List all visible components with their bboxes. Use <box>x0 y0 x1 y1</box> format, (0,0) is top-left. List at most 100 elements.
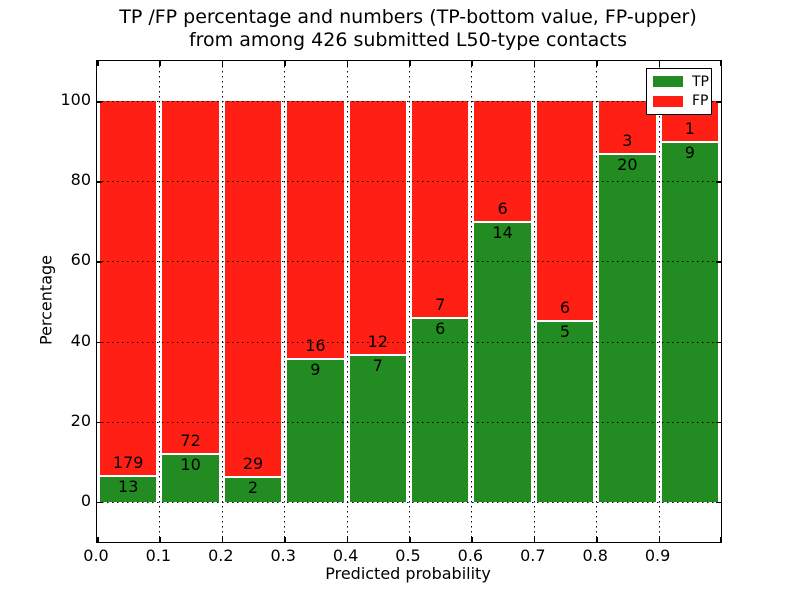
x-gridline <box>596 61 598 542</box>
x-tick-mark <box>471 537 473 542</box>
legend-entry-fp: FP <box>653 94 711 108</box>
fp-count-label: 1 <box>684 119 695 139</box>
fp-count-label: 179 <box>112 452 144 472</box>
x-tick-label: 0.4 <box>332 546 359 565</box>
x-tick-mark-top <box>284 61 286 66</box>
y-tick-mark-right <box>716 261 721 263</box>
y-tick-mark <box>97 421 102 424</box>
bar-segment-tp <box>536 319 594 502</box>
x-tick-mark <box>719 537 721 542</box>
tp-count-label: 10 <box>180 455 201 475</box>
x-tick-mark-top <box>719 61 721 66</box>
x-tick-label: 0.2 <box>208 546 234 565</box>
legend-entry-tp: TP <box>653 75 711 89</box>
tp-count-label: 14 <box>492 223 513 243</box>
bar-segment-tp <box>287 357 344 502</box>
y-tick-label: 100 <box>60 90 91 110</box>
bar-segment-fp <box>349 101 406 355</box>
fp-count-label: 29 <box>242 454 264 474</box>
bar-segment-fp <box>287 101 344 358</box>
bar-segment-tp <box>100 474 157 502</box>
legend: TP FP <box>646 68 712 115</box>
bar-segment-fp <box>474 101 531 222</box>
tp-count-label: 5 <box>559 321 571 341</box>
x-tick-label: 0.0 <box>83 546 109 565</box>
x-tick-mark-top <box>97 61 99 66</box>
tp-count-label: 7 <box>372 356 383 376</box>
y-tick-mark-right <box>716 421 721 424</box>
bar-segment-tp <box>349 354 406 502</box>
tp-count-label: 2 <box>247 478 259 498</box>
bar-segment-fp <box>100 101 157 475</box>
x-tick-mark-top <box>159 61 161 66</box>
x-tick-label: 0.3 <box>270 546 296 565</box>
x-tick-mark-top <box>596 61 598 66</box>
fp-count-label: 7 <box>435 294 446 314</box>
x-tick-label: 0.5 <box>395 546 421 565</box>
tp-count-label: 13 <box>118 476 139 496</box>
x-gridline <box>159 61 161 542</box>
tp-count-label: 9 <box>310 359 321 379</box>
x-tick-mark-top <box>346 61 349 66</box>
tp-count-label: 9 <box>684 143 695 163</box>
tp-count-label: 6 <box>435 318 446 338</box>
x-tick-mark <box>346 537 349 542</box>
fp-count-label: 3 <box>622 131 633 151</box>
y-tick-mark <box>97 261 102 263</box>
y-tick-mark <box>97 501 102 504</box>
x-tick-mark <box>409 537 411 542</box>
legend-tp-label: TP <box>692 73 709 90</box>
chart-title: TP /FP percentage and numbers (TP-bottom… <box>88 6 728 52</box>
legend-tp-swatch <box>653 76 683 88</box>
x-tick-mark <box>596 537 598 542</box>
bar-segment-fp <box>536 101 594 320</box>
x-tick-mark <box>533 537 536 542</box>
fp-count-label: 16 <box>305 335 326 355</box>
x-tick-label: 0.7 <box>520 546 546 565</box>
y-axis-label: Percentage <box>36 254 56 346</box>
chart-title-line1: TP /FP percentage and numbers (TP-bottom… <box>119 6 697 28</box>
fp-count-label: 12 <box>367 332 388 352</box>
bar-segment-tp <box>599 153 656 502</box>
x-tick-label: 0.8 <box>582 546 608 565</box>
x-tick-label: 0.9 <box>644 546 671 565</box>
bar-segment-tp <box>162 453 219 502</box>
x-tick-mark <box>658 537 661 542</box>
x-tick-mark-top <box>221 61 224 66</box>
y-tick-label: 80 <box>70 170 91 190</box>
x-axis-label: Predicted probability <box>325 564 491 583</box>
x-tick-mark-top <box>533 61 536 66</box>
bar-segment-fp <box>224 101 282 477</box>
y-tick-label: 40 <box>70 330 91 350</box>
y-tick-label: 20 <box>70 410 91 430</box>
y-tick-mark <box>97 101 102 103</box>
y-tick-mark-right <box>716 181 721 183</box>
x-tick-label: 0.1 <box>145 546 172 565</box>
x-gridline <box>346 61 348 542</box>
fp-count-label: 6 <box>497 199 508 219</box>
y-tick-label: 0 <box>80 490 91 510</box>
legend-fp-swatch <box>653 95 683 107</box>
legend-fp-label: FP <box>692 93 709 110</box>
x-tick-mark <box>284 537 286 542</box>
x-gridline <box>658 61 660 542</box>
bar-segment-tp <box>661 141 718 502</box>
y-tick-mark-right <box>716 101 721 103</box>
x-tick-label: 0.6 <box>457 546 484 565</box>
x-gridline <box>533 61 535 542</box>
x-tick-mark <box>159 537 161 542</box>
x-gridline <box>409 61 410 542</box>
x-tick-mark-top <box>471 61 473 66</box>
bar-segment-tp <box>412 316 469 502</box>
x-tick-mark-top <box>658 61 661 66</box>
tp-count-label: 20 <box>617 155 638 175</box>
bar-segment-fp <box>162 101 219 454</box>
y-tick-mark-right <box>716 501 721 504</box>
bar-segment-fp <box>412 101 469 317</box>
x-tick-mark <box>97 537 99 542</box>
chart-title-line2: from among 426 submitted L50-type contac… <box>188 29 628 51</box>
bar-segment-tp <box>474 221 531 502</box>
x-gridline <box>471 61 473 542</box>
y-tick-mark <box>97 341 102 344</box>
